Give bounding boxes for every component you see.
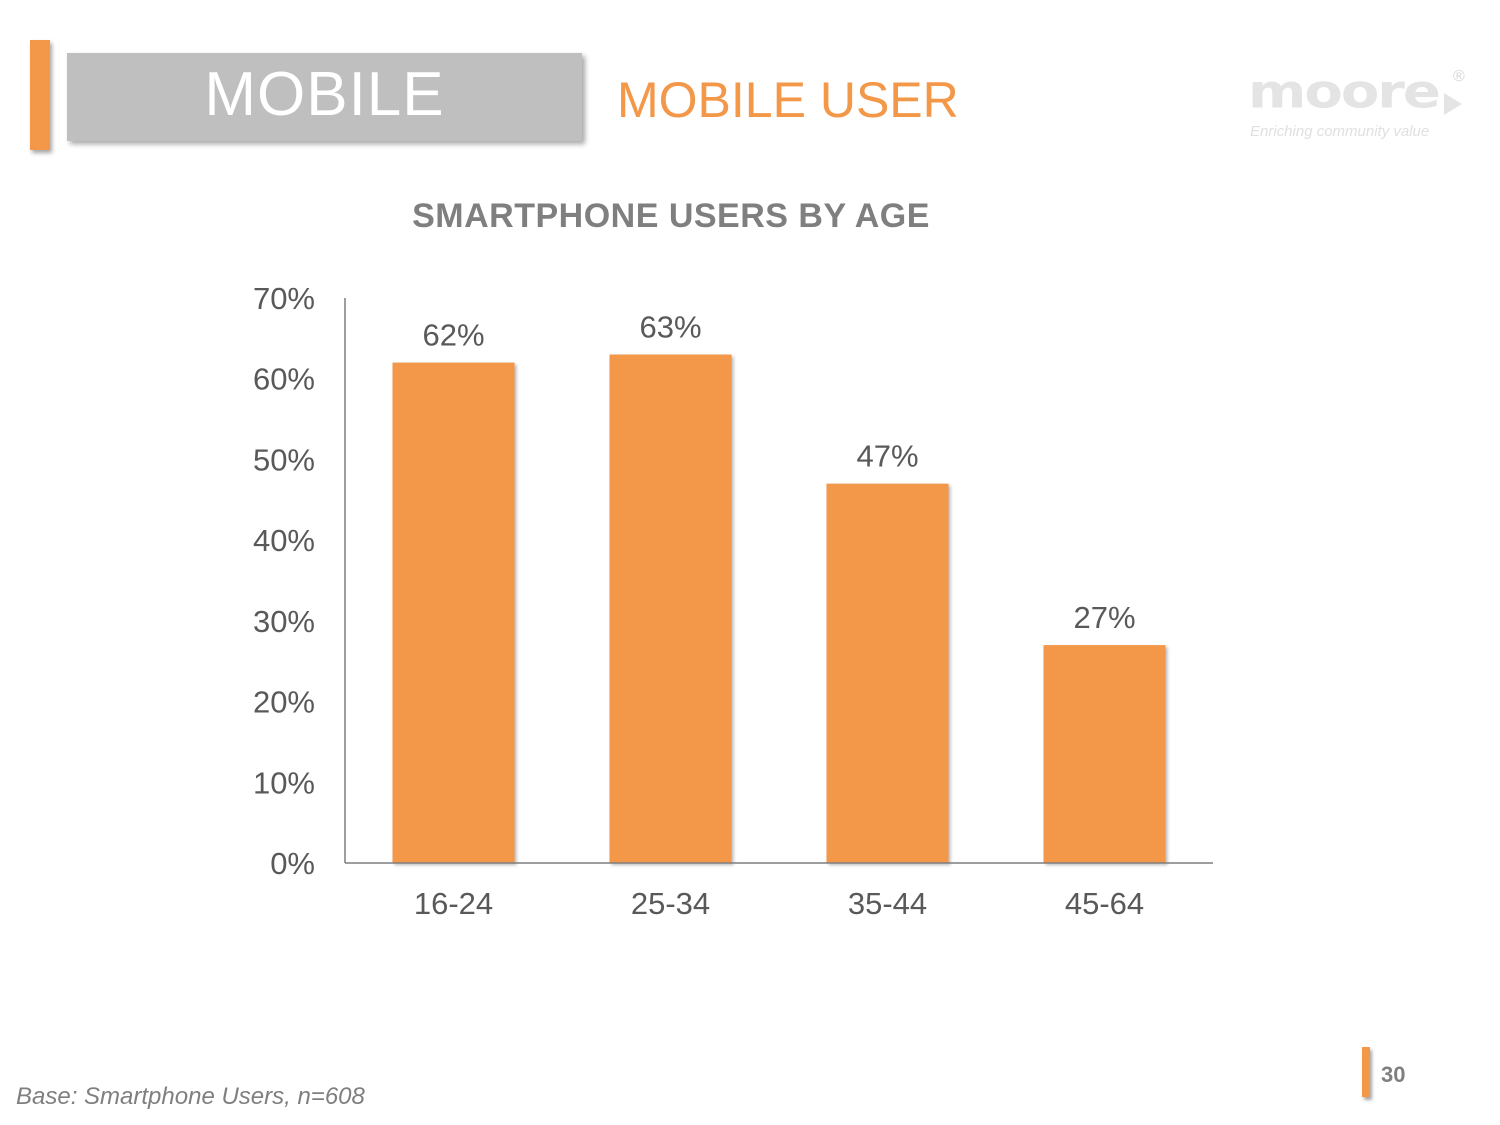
y-tick-label: 70% <box>253 281 315 316</box>
chart-title: SMARTPHONE USERS BY AGE <box>412 197 930 235</box>
bar-value-label: 63% <box>639 310 701 345</box>
registered-mark: ® <box>1453 68 1465 85</box>
bar-value-label: 47% <box>856 439 918 474</box>
moore-logo: moore ® Enriching community value <box>1248 68 1474 148</box>
y-tick-label: 0% <box>270 846 315 881</box>
x-tick-label: 16-24 <box>414 886 493 921</box>
bar <box>826 483 949 863</box>
bar <box>392 362 515 863</box>
logo-wordmark: moore <box>1248 65 1441 119</box>
page-number: 30 <box>1381 1062 1406 1087</box>
y-tick-label: 20% <box>253 685 315 720</box>
accent-bar <box>30 40 50 150</box>
base-footnote: Base: Smartphone Users, n=608 <box>16 1083 365 1110</box>
x-tick-label: 35-44 <box>848 886 927 921</box>
y-tick-label: 40% <box>253 523 315 558</box>
bar-value-label: 62% <box>422 318 484 353</box>
bar-value-label: 27% <box>1073 600 1135 635</box>
logo-tagline: Enriching community value <box>1250 123 1430 140</box>
page-number-marker <box>1362 1047 1370 1097</box>
bar <box>1043 645 1166 863</box>
x-tick-label: 45-64 <box>1065 886 1144 921</box>
y-tick-label: 30% <box>253 604 315 639</box>
section-label: MOBILE <box>204 60 445 129</box>
y-tick-label: 50% <box>253 442 315 477</box>
page-title: MOBILE USER <box>617 72 959 128</box>
y-tick-label: 60% <box>253 362 315 397</box>
logo-arrow-icon <box>1444 93 1462 115</box>
bar <box>609 354 732 863</box>
x-tick-label: 25-34 <box>631 886 710 921</box>
section-label-box: MOBILE <box>67 53 582 141</box>
y-tick-label: 10% <box>253 765 315 800</box>
